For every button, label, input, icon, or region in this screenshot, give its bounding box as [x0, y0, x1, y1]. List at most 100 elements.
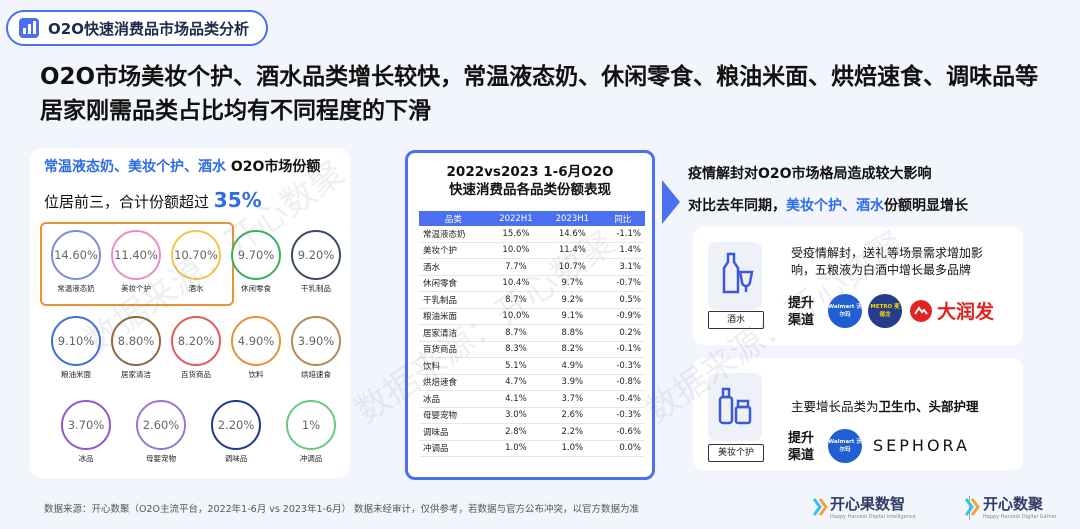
- category-bubble: 4.90% 饮料: [228, 316, 284, 380]
- table-cell: -0.3%: [600, 407, 645, 424]
- table-cell: 8.7%: [487, 324, 545, 342]
- table-cell: 14.6%: [544, 226, 601, 243]
- bubble-label: 美妆个护: [121, 284, 151, 293]
- liquor-label: 酒水: [708, 311, 764, 329]
- table-cell: 10.7%: [544, 258, 601, 276]
- table-row: 常温液态奶 15.6% 14.6% -1.1%: [419, 226, 645, 243]
- data-source-footnote: 数据来源：开心数聚（O2O主流平台，2022年1-6月 vs 2023年1-6月…: [44, 504, 640, 515]
- bubble-value: 14.60%: [51, 230, 101, 280]
- bubble-label: 常温液态奶: [57, 284, 95, 293]
- category-bubble: 11.40% 美妆个护: [108, 230, 164, 294]
- table-cell: 1.4%: [600, 242, 645, 259]
- bubble-value: 3.90%: [291, 316, 341, 366]
- table-cell: 2.8%: [487, 423, 545, 441]
- sephora-logo: SEPHORA: [873, 436, 970, 455]
- category-bubble: 9.20% 干乳制品: [288, 230, 344, 294]
- table-cell: -0.1%: [600, 341, 645, 358]
- share-summary-line2: 位居前三，合计份额超过 35%: [44, 188, 262, 212]
- table-cell: 5.1%: [487, 357, 545, 375]
- table-cell: 母婴宠物: [419, 407, 488, 424]
- bubble-value: 4.90%: [231, 316, 281, 366]
- table-cell: -1.1%: [600, 226, 645, 243]
- bubble-value: 3.70%: [61, 400, 111, 450]
- table-cell: 15.6%: [487, 226, 545, 243]
- table-cell: -0.3%: [600, 357, 645, 375]
- table-cell: 3.9%: [544, 374, 601, 391]
- liquor-desc: 受疫情解封，送礼等场景需求增加影 响，五粮液为白酒中增长最多品牌: [791, 246, 984, 277]
- table-header-cell: 2023H1: [544, 211, 601, 226]
- table-cell: 8.7%: [487, 291, 545, 309]
- category-bubble: 1% 冲调品: [283, 400, 339, 464]
- bubble-label: 烘焙速食: [301, 370, 331, 379]
- beauty-promote-label: 提升 渠道: [788, 431, 815, 463]
- table-cell: -0.6%: [600, 423, 645, 441]
- bubble-label: 酒水: [188, 284, 204, 293]
- table-cell: 1.0%: [487, 440, 545, 457]
- bubble-label: 冲调品: [299, 454, 323, 463]
- category-bubble: 9.10% 粮油米面: [48, 316, 104, 380]
- category-bubble: 2.60% 母婴宠物: [133, 400, 189, 464]
- table-cell: 百货商品: [419, 341, 488, 358]
- table-row: 冰品 4.1% 3.7% -0.4%: [419, 390, 645, 408]
- right-title: 疫情解封对O2O市场格局造成较大影响: [688, 166, 932, 182]
- table-cell: 饮料: [419, 357, 488, 375]
- category-bubble: 9.70% 休闲零食: [228, 230, 284, 294]
- brand-logo-icon: [964, 498, 980, 516]
- category-bubble: 14.60% 常温液态奶: [48, 230, 104, 294]
- right-subtitle: 对比去年同期，美妆个护、酒水份额明显增长: [688, 198, 968, 214]
- bubble-label: 冰品: [78, 454, 94, 463]
- table-cell: 9.7%: [544, 275, 601, 292]
- liquor-card: 酒水 受疫情解封，送礼等场景需求增加影 响，五粮液为白酒中增长最多品牌 提升 渠…: [693, 227, 1023, 345]
- walmart-logo: Walmart 沃尔玛: [828, 294, 862, 328]
- table-cell: 2.2%: [544, 423, 601, 441]
- liquor-bottle-icon: [708, 242, 762, 310]
- table-cell: 11.4%: [544, 242, 601, 259]
- table-cell: 1.0%: [544, 440, 601, 457]
- table-cell: 3.1%: [600, 258, 645, 276]
- bubble-value: 2.20%: [211, 400, 261, 450]
- table-cell: 4.9%: [544, 357, 601, 375]
- table-header-cell: 2022H1: [487, 211, 545, 226]
- bubble-label: 粮油米面: [61, 370, 91, 379]
- table-cell: 居家清洁: [419, 324, 488, 342]
- arrow-right-icon: [662, 180, 680, 224]
- table-cell: 烘焙速食: [419, 374, 488, 391]
- walmart-logo: Walmart 沃尔玛: [828, 429, 862, 463]
- table-cell: 4.1%: [487, 390, 545, 408]
- table-row: 母婴宠物 3.0% 2.6% -0.3%: [419, 407, 645, 424]
- table-row: 粮油米面 10.0% 9.1% -0.9%: [419, 308, 645, 325]
- category-bubble: 8.80% 居家清洁: [108, 316, 164, 380]
- table-row: 居家清洁 8.7% 8.8% 0.2%: [419, 324, 645, 342]
- bubble-value: 10.70%: [171, 230, 221, 280]
- table-cell: 7.7%: [487, 258, 545, 276]
- table-cell: 3.7%: [544, 390, 601, 408]
- brand-kaixinshuju: 开心数聚 Happy Harvest Digital Gather: [983, 495, 1057, 520]
- table-cell: 粮油米面: [419, 308, 488, 325]
- table-cell: 10.0%: [487, 308, 545, 325]
- beauty-label: 美妆个护: [708, 444, 764, 462]
- bubble-label: 休闲零食: [241, 284, 271, 293]
- table-cell: 0.0%: [600, 440, 645, 457]
- table-cell: 休闲零食: [419, 275, 488, 292]
- metro-logo: METRO 麦德龙: [868, 294, 902, 328]
- table-header-row: 品类 2022H1 2023H1 同比: [419, 211, 645, 226]
- table-header-cell: 同比: [600, 211, 645, 226]
- bubble-value: 9.70%: [231, 230, 281, 280]
- share-summary-line1: 常温液态奶、美妆个护、酒水 O2O市场份额: [44, 159, 321, 175]
- bubble-value: 9.10%: [51, 316, 101, 366]
- table-cell: -0.8%: [600, 374, 645, 391]
- bubble-value: 8.20%: [171, 316, 221, 366]
- beauty-card: 美妆个护 主要增长品类为卫生巾、头部护理 提升 渠道 Walmart 沃尔玛 S…: [693, 358, 1023, 470]
- bubble-label: 饮料: [248, 370, 264, 379]
- bubble-value: 8.80%: [111, 316, 161, 366]
- cosmetics-icon: [708, 373, 762, 441]
- table-cell: 干乳制品: [419, 291, 488, 309]
- table-cell: 3.0%: [487, 407, 545, 424]
- table-row: 烘焙速食 4.7% 3.9% -0.8%: [419, 374, 645, 391]
- section-tag-label: O2O快速消费品市场品类分析: [48, 19, 249, 38]
- table-cell: 调味品: [419, 423, 488, 441]
- category-bubble: 3.70% 冰品: [58, 400, 114, 464]
- table-cell: 酒水: [419, 258, 488, 276]
- bubble-value: 11.40%: [111, 230, 161, 280]
- table-cell: 0.2%: [600, 324, 645, 342]
